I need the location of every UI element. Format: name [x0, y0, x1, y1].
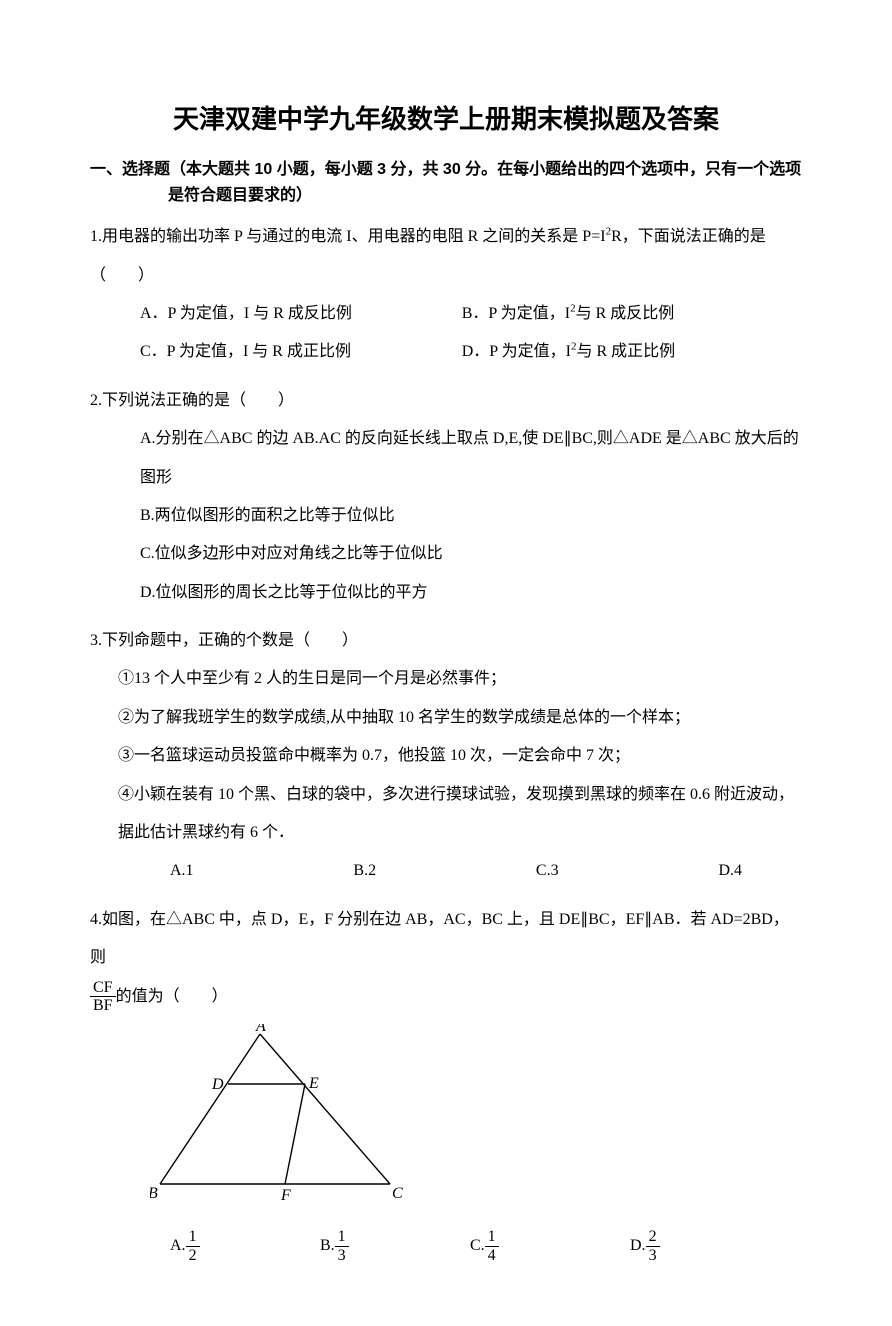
q4-opt-c: C. 1 4	[470, 1227, 630, 1265]
q3-opt-c: C.3	[536, 852, 559, 890]
q3-opt-d: D.4	[718, 852, 742, 890]
opt-fraction: 1 4	[485, 1228, 499, 1264]
opt-fraction: 1 3	[335, 1228, 349, 1264]
q4-opt-d: D. 2 3	[630, 1227, 730, 1265]
question-1: 1.用电器的输出功率 P 与通过的电流 I、用电器的电阻 R 之间的关系是 P=…	[90, 218, 802, 372]
triangle-figure: A B C D E F	[150, 1024, 410, 1204]
svg-text:C: C	[392, 1185, 403, 1202]
frac-num: CF	[90, 979, 116, 998]
opt-label: A.	[170, 1227, 186, 1265]
section-1-header: 一、选择题（本大题共 10 小题，每小题 3 分，共 30 分。在每小题给出的四…	[90, 157, 802, 208]
q3-item-2: ②为了解我班学生的数学成绩,从中抽取 10 名学生的数学成绩是总体的一个样本；	[90, 699, 802, 737]
q3-options: A.1 B.2 C.3 D.4	[90, 852, 802, 890]
q3-item-1: ①13 个人中至少有 2 人的生日是同一个月是必然事件；	[90, 660, 802, 698]
frac-num: 1	[335, 1228, 349, 1247]
svg-text:A: A	[255, 1024, 266, 1035]
q1-options-row1: A．P 为定值，I 与 R 成反比例 B．P 为定值，I2与 R 成反比例	[90, 295, 802, 333]
frac-num: 1	[186, 1228, 200, 1247]
q3-opt-b: B.2	[353, 852, 376, 890]
opt-fraction: 2 3	[646, 1228, 660, 1264]
frac-num: 1	[485, 1228, 499, 1247]
frac-den: 3	[335, 1247, 349, 1265]
q2-opt-b: B.两位似图形的面积之比等于位似比	[90, 497, 802, 535]
opt-fraction: 1 2	[186, 1228, 200, 1264]
opt-label: C.	[470, 1227, 485, 1265]
q2-opt-c: C.位似多边形中对应对角线之比等于位似比	[90, 535, 802, 573]
q3-opt-a: A.1	[170, 852, 194, 890]
question-4: 4.如图，在△ABC 中，点 D，E，F 分别在边 AB，AC，BC 上，且 D…	[90, 901, 802, 1266]
q2-stem: 2.下列说法正确的是（ ）	[90, 382, 802, 420]
q1-opt-c: C．P 为定值，I 与 R 成正比例	[140, 333, 458, 371]
question-2: 2.下列说法正确的是（ ） A.分别在△ABC 的边 AB.AC 的反向延长线上…	[90, 382, 802, 612]
q1-options-row2: C．P 为定值，I 与 R 成正比例 D．P 为定值，I2与 R 成正比例	[90, 333, 802, 371]
svg-text:B: B	[150, 1185, 158, 1202]
q4-opt-a: A. 1 2	[170, 1227, 320, 1265]
q3-item-3: ③一名篮球运动员投篮命中概率为 0.7，他投篮 10 次，一定会命中 7 次；	[90, 737, 802, 775]
q4-stem-part2: 的值为（ ）	[116, 988, 228, 1005]
frac-den: 2	[186, 1247, 200, 1265]
q4-stem: 4.如图，在△ABC 中，点 D，E，F 分别在边 AB，AC，BC 上，且 D…	[90, 901, 802, 978]
opt-label: B.	[320, 1227, 335, 1265]
svg-text:D: D	[211, 1076, 224, 1093]
frac-den: 4	[485, 1247, 499, 1265]
opt-label: D.	[630, 1227, 646, 1265]
q4-options: A. 1 2 B. 1 3 C. 1 4 D. 2 3	[90, 1227, 802, 1265]
q1-opt-a: A．P 为定值，I 与 R 成反比例	[140, 295, 458, 333]
frac-num: 2	[646, 1228, 660, 1247]
q4-figure: A B C D E F	[90, 1024, 802, 1219]
q1-opt-b: B．P 为定值，I2与 R 成反比例	[462, 295, 780, 333]
q4-stem-line2: CF BF 的值为（ ）	[90, 978, 802, 1016]
page-title: 天津双建中学九年级数学上册期末模拟题及答案	[90, 100, 802, 139]
q2-opt-d: D.位似图形的周长之比等于位似比的平方	[90, 574, 802, 612]
svg-text:F: F	[280, 1187, 291, 1204]
q2-opt-a: A.分别在△ABC 的边 AB.AC 的反向延长线上取点 D,E,使 DE∥BC…	[90, 420, 802, 497]
q1-stem-part1: 1.用电器的输出功率 P 与通过的电流 I、用电器的电阻 R 之间的关系是 P=…	[90, 228, 606, 245]
svg-text:E: E	[308, 1075, 319, 1092]
q1-stem: 1.用电器的输出功率 P 与通过的电流 I、用电器的电阻 R 之间的关系是 P=…	[90, 218, 802, 295]
question-3: 3.下列命题中，正确的个数是（ ） ①13 个人中至少有 2 人的生日是同一个月…	[90, 622, 802, 891]
q4-opt-b: B. 1 3	[320, 1227, 470, 1265]
q1-opt-d: D．P 为定值，I2与 R 成正比例	[462, 333, 780, 371]
frac-den: 3	[646, 1247, 660, 1265]
frac-den: BF	[90, 997, 116, 1015]
q3-stem: 3.下列命题中，正确的个数是（ ）	[90, 622, 802, 660]
q4-fraction-cf-bf: CF BF	[90, 979, 116, 1015]
q3-item-4: ④小颖在装有 10 个黑、白球的袋中，多次进行摸球试验，发现摸到黑球的频率在 0…	[90, 776, 802, 853]
